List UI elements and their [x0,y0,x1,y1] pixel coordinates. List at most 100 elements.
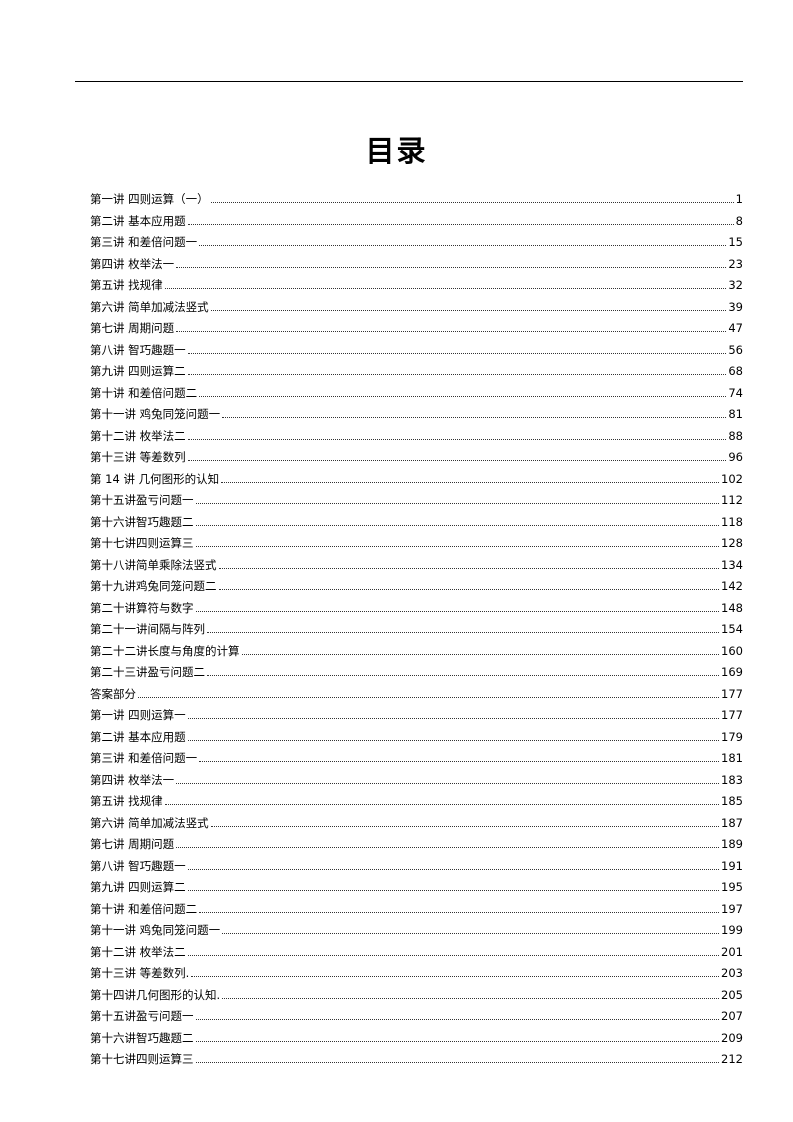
toc-entry[interactable]: 第二十二讲长度与角度的计算 160 [90,640,743,662]
toc-entry[interactable]: 第十五讲盈亏问题一 112 [90,489,743,511]
toc-entry[interactable]: 第九讲 四则运算二 68 [90,360,743,382]
toc-entry-label: 第九讲 四则运算二 [90,880,186,894]
toc-entry-label: 第十八讲简单乘除法竖式 [90,557,217,572]
toc-entry[interactable]: 第十讲 和差倍问题二 197 [90,898,743,920]
toc-entry[interactable]: 第九讲 四则运算二 195 [90,876,743,898]
dot-leader [210,812,720,827]
toc-entry-page: 15 [728,235,743,249]
toc-entry[interactable]: 第八讲 智巧趣题一 56 [90,339,743,361]
toc-entry[interactable]: 第二十三讲盈亏问题二 169 [90,661,743,683]
toc-entry[interactable]: 答案部分 177 [90,683,743,705]
toc-entry-page: 56 [728,342,743,357]
toc-entry-page: 96 [728,450,743,464]
toc-entry[interactable]: 第十一讲 鸡兔同笼问题一 81 [90,403,743,425]
toc-entry[interactable]: 第七讲 周期问题 189 [90,833,743,855]
toc-entry-page: 142 [721,579,743,593]
dot-leader [221,468,720,483]
toc-entry[interactable]: 第四讲 枚举法一 183 [90,769,743,791]
toc-entry-label: 第三讲 和差倍问题一 [90,751,198,765]
toc-entry-label: 第二十一讲间隔与阵列 [90,622,205,636]
toc-entry-label: 第二十讲算符与数字 [90,600,194,615]
toc-entry-label: 第二十三讲盈亏问题二 [90,665,205,679]
toc-entry[interactable]: 第二十讲算符与数字 148 [90,597,743,619]
dot-leader [195,1005,720,1020]
toc-entry-page: 32 [728,278,743,292]
toc-entry-label: 第十六讲智巧趣题二 [90,514,194,529]
toc-entry-label: 第五讲 找规律 [90,794,163,808]
toc-entry-page: 212 [721,1052,743,1066]
toc-entry-label: 第十五讲盈亏问题一 [90,1009,194,1023]
toc-entry[interactable]: 第十九讲鸡兔同笼问题二 142 [90,575,743,597]
toc-entry[interactable]: 第七讲 周期问题 47 [90,317,743,339]
toc-entry[interactable]: 第十七讲四则运算三 128 [90,532,743,554]
toc-entry[interactable]: 第二讲 基本应用题 8 [90,210,743,232]
toc-entry[interactable]: 第十五讲盈亏问题一 207 [90,1005,743,1027]
toc-entry-page: 199 [721,923,743,937]
toc-entry[interactable]: 第十讲 和差倍问题二 74 [90,382,743,404]
toc-entry[interactable]: 第一讲 四则运算（一） 1 [90,188,743,210]
toc-entry[interactable]: 第八讲 智巧趣题一 191 [90,855,743,877]
toc-entry[interactable]: 第六讲 简单加减法竖式 39 [90,296,743,318]
toc-entry[interactable]: 第十三讲 等差数列. 203 [90,962,743,984]
dot-leader [187,339,727,354]
dot-leader [207,661,720,676]
toc-entry[interactable]: 第十二讲 枚举法二 88 [90,425,743,447]
toc-entry[interactable]: 第十六讲智巧趣题二 118 [90,511,743,533]
toc-entry-page: 185 [721,794,743,808]
dot-leader [191,962,720,977]
toc-entry-label: 第八讲 智巧趣题一 [90,858,186,873]
dot-leader [210,188,734,203]
toc-entry-label: 第二讲 基本应用题 [90,213,186,228]
toc-entry-page: 197 [721,901,743,916]
toc-entry-page: 181 [721,751,743,765]
toc-entry-page: 68 [728,364,743,378]
toc-entry[interactable]: 第四讲 枚举法一 23 [90,253,743,275]
dot-leader [218,554,720,569]
dot-leader [195,489,720,504]
dot-leader [195,597,720,612]
toc-entry-label: 第八讲 智巧趣题一 [90,342,186,357]
toc-entry-label: 第十一讲 鸡兔同笼问题一 [90,407,221,421]
toc-entry-label: 第十三讲 等差数列 [90,450,186,464]
toc-entry-label: 第二十二讲长度与角度的计算 [90,643,240,658]
toc-entry-label: 第十七讲四则运算三 [90,536,194,550]
toc-entry[interactable]: 第五讲 找规律 32 [90,274,743,296]
toc-entry[interactable]: 第三讲 和差倍问题一 181 [90,747,743,769]
toc-entry[interactable]: 第十三讲 等差数列 96 [90,446,743,468]
toc-entry-page: 81 [728,407,743,421]
dot-leader [241,640,720,655]
toc-entry[interactable]: 第十一讲 鸡兔同笼问题一 199 [90,919,743,941]
toc-entry[interactable]: 第二十一讲间隔与阵列 154 [90,618,743,640]
toc-entry[interactable]: 第十二讲 枚举法二 201 [90,941,743,963]
toc-entry-page: 189 [721,837,743,851]
toc-entry-page: 23 [728,256,743,271]
toc-entry[interactable]: 第十八讲简单乘除法竖式 134 [90,554,743,576]
toc-entry[interactable]: 第三讲 和差倍问题一 15 [90,231,743,253]
dot-leader [176,769,720,784]
dot-leader [222,984,720,999]
toc-entry-label: 第十讲 和差倍问题二 [90,901,198,916]
toc-entry-page: 177 [721,708,743,722]
toc-entry[interactable]: 第十七讲四则运算三 212 [90,1048,743,1070]
dot-leader [164,274,727,289]
toc-entry-label: 第一讲 四则运算一 [90,708,186,722]
toc-entry-page: 209 [721,1030,743,1045]
toc-entry[interactable]: 第 14 讲 几何图形的认知 102 [90,468,743,490]
dot-leader [195,1027,720,1042]
toc-entry-page: 177 [721,686,743,701]
toc-entry-page: 1 [735,192,743,206]
dot-leader [164,790,720,805]
toc-entry[interactable]: 第一讲 四则运算一 177 [90,704,743,726]
toc-entry-label: 第一讲 四则运算（一） [90,192,209,206]
toc-entry-label: 第十二讲 枚举法二 [90,428,186,443]
toc-entry-label: 第十九讲鸡兔同笼问题二 [90,579,217,593]
toc-entry[interactable]: 第六讲 简单加减法竖式 187 [90,812,743,834]
toc-entry[interactable]: 第二讲 基本应用题 179 [90,726,743,748]
toc-entry-label: 第五讲 找规律 [90,278,163,292]
toc-entry-page: 88 [728,428,743,443]
dot-leader [218,575,720,590]
toc-entry[interactable]: 第十四讲几何图形的认知. 205 [90,984,743,1006]
toc-entry[interactable]: 第五讲 找规律 185 [90,790,743,812]
toc-entry[interactable]: 第十六讲智巧趣题二 209 [90,1027,743,1049]
